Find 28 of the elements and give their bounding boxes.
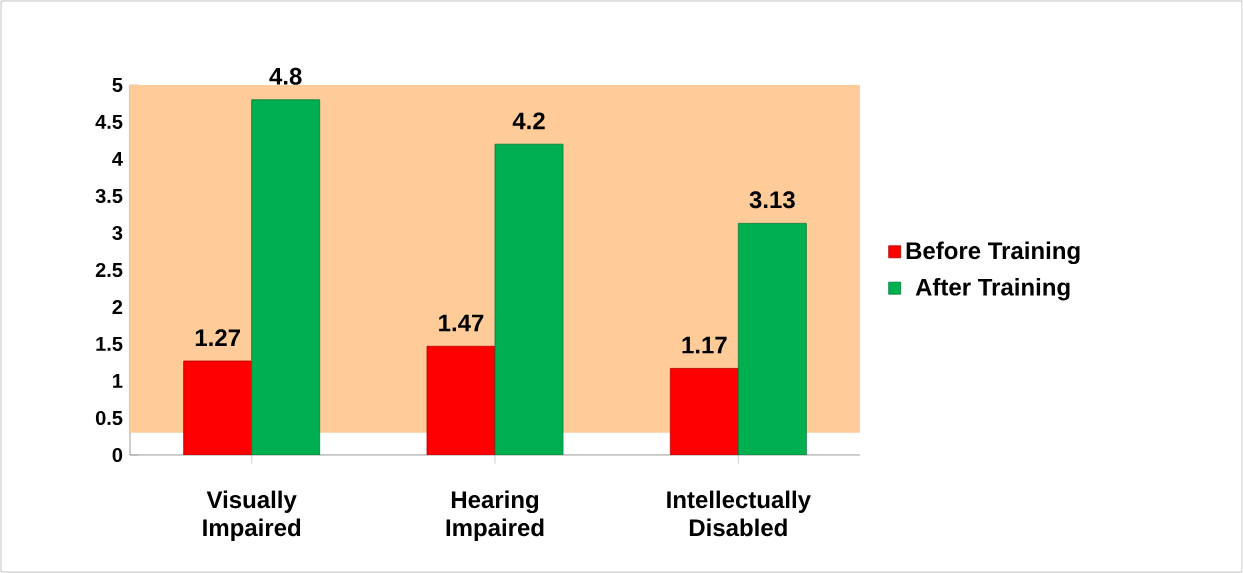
data-label: 1.27: [195, 329, 240, 346]
y-tick-label: 0: [112, 447, 123, 463]
y-tick-label: 2.5: [95, 262, 123, 278]
bar: [737, 222, 807, 455]
bar: [251, 99, 321, 455]
y-tick-label: 5: [112, 78, 123, 92]
y-tick-label: 3.5: [95, 188, 123, 204]
bar: [426, 345, 496, 455]
data-label: 4.8: [269, 67, 302, 85]
data-label: 1.47: [439, 314, 484, 332]
x-tick-label: Visually Impaired: [203, 490, 301, 541]
y-tick-label: 4: [112, 152, 123, 166]
bar: [494, 143, 564, 455]
y-tick-label: 3: [112, 225, 123, 241]
y-tick-label: 4.5: [95, 115, 123, 129]
y-tick-label: 1.5: [96, 337, 123, 351]
y-tick-label: 1: [113, 374, 123, 388]
data-label: 4.2: [512, 112, 545, 130]
bar: [669, 368, 739, 455]
y-tick-label: 0.5: [95, 410, 123, 426]
y-tick-label: 2: [112, 300, 123, 314]
x-tick-label: Hearing Impaired: [446, 490, 544, 541]
data-label: 1.17: [682, 336, 727, 354]
bar: [183, 360, 253, 455]
x-tick-label: Intellectually Disabled: [667, 490, 811, 537]
legend-label: After Training: [915, 278, 1070, 301]
data-label: 3.13: [749, 191, 795, 209]
legend-label: Before Training: [906, 241, 1080, 265]
